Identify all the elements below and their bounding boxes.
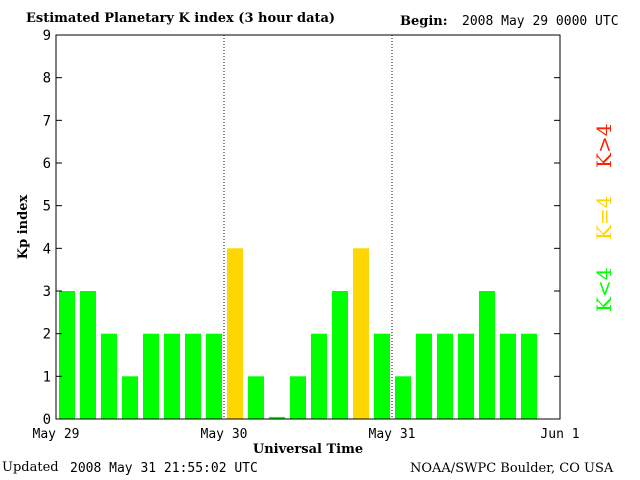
y-tick-label: 4 <box>43 241 51 257</box>
kp-bar <box>374 333 390 419</box>
kp-bar <box>269 416 285 419</box>
y-tick-label: 2 <box>43 327 51 343</box>
kp-bar <box>395 376 411 419</box>
updated-value: 2008 May 31 21:55:02 UTC <box>70 461 258 476</box>
kp-bar <box>311 333 327 419</box>
kp-bar <box>101 333 117 419</box>
kp-bar <box>80 291 96 419</box>
x-axis-label: Universal Time <box>253 442 363 457</box>
kp-bar <box>185 333 201 419</box>
y-tick-label: 1 <box>43 369 51 385</box>
begin-label: Begin: <box>400 14 448 29</box>
kp-bar <box>227 248 243 419</box>
legend-mid: K=4 <box>592 195 616 240</box>
kp-bar <box>332 291 348 419</box>
kp-bar <box>290 376 306 419</box>
kp-bar <box>458 333 474 419</box>
plot-frame <box>55 34 561 420</box>
kp-bar <box>416 333 432 419</box>
x-tick-label: May 29 <box>33 427 80 442</box>
y-tick-label: 5 <box>43 199 51 215</box>
y-tick-label: 7 <box>43 113 51 129</box>
y-tick-label: 6 <box>43 156 51 172</box>
kp-bar <box>248 376 264 419</box>
y-tick-label: 3 <box>43 284 51 300</box>
legend-low: K<4 <box>592 267 616 312</box>
x-tick-label: May 31 <box>369 427 416 442</box>
kp-bar <box>59 291 75 419</box>
x-tick-label: Jun 1 <box>540 427 579 442</box>
y-tick-label: 9 <box>43 28 51 44</box>
kp-bar <box>500 333 516 419</box>
kp-bar <box>521 333 537 419</box>
y-tick-label: 0 <box>43 412 51 428</box>
kp-bar <box>206 333 222 419</box>
updated-label: Updated <box>2 460 59 475</box>
kp-bar <box>353 248 369 419</box>
kp-bar <box>437 333 453 419</box>
legend-high: K>4 <box>592 123 616 168</box>
x-tick-label: May 30 <box>201 427 248 442</box>
begin-value: 2008 May 29 0000 UTC <box>462 14 619 29</box>
kp-bar <box>143 333 159 419</box>
y-tick-label: 8 <box>43 71 51 87</box>
chart-title: Estimated Planetary K index (3 hour data… <box>26 11 336 26</box>
source-credit: NOAA/SWPC Boulder, CO USA <box>410 461 614 476</box>
kp-bar <box>122 376 138 419</box>
kp-bar <box>164 333 180 419</box>
y-axis-label: Kp index <box>16 195 31 260</box>
kp-bar <box>479 291 495 419</box>
